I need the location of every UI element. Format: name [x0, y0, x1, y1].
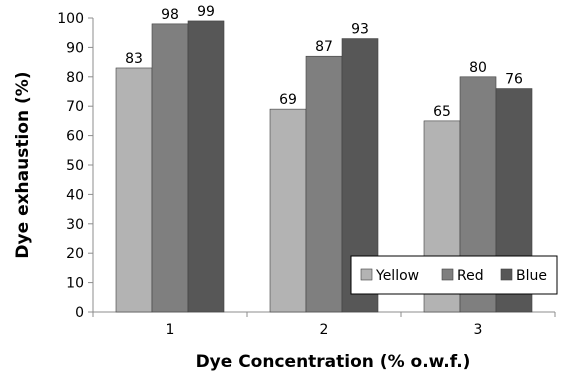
- legend-swatch-blue: [500, 268, 513, 281]
- data-label: 98: [161, 7, 179, 23]
- data-label: 69: [279, 92, 297, 108]
- bar-yellow-1: [115, 67, 153, 313]
- data-label: 65: [433, 104, 451, 120]
- x-tick-label: 2: [320, 322, 329, 338]
- legend: Yellow Red Blue: [350, 255, 558, 295]
- bar-yellow-2: [269, 108, 307, 313]
- y-tick-label: 0: [75, 305, 84, 321]
- data-labels: 83 98 99 69 87 93 65 80 76: [125, 4, 523, 120]
- bar-blue-1: [187, 20, 225, 313]
- y-tick-label: 30: [66, 217, 84, 233]
- y-axis: 0 10 20 30 40 50 60 70 80 90 100: [57, 11, 94, 321]
- bar-red-2: [305, 55, 343, 313]
- data-label: 87: [315, 39, 333, 55]
- y-tick-label: 50: [66, 158, 84, 174]
- data-label: 83: [125, 51, 143, 67]
- x-tick-label: 1: [166, 322, 175, 338]
- y-tick-label: 100: [57, 11, 84, 27]
- y-tick-label: 60: [66, 129, 84, 145]
- legend-swatch-red: [441, 268, 454, 281]
- y-tick-label: 40: [66, 187, 84, 203]
- bar-red-1: [151, 23, 189, 313]
- legend-label-red: Red: [457, 268, 484, 284]
- data-label: 99: [197, 4, 215, 20]
- legend-box: [350, 255, 558, 295]
- x-axis-title: Dye Concentration (% o.w.f.): [196, 352, 471, 372]
- data-label: 93: [351, 22, 369, 38]
- y-tick-label: 70: [66, 99, 84, 115]
- data-label: 76: [505, 72, 523, 88]
- x-axis: 1 2 3: [92, 311, 556, 338]
- data-label: 80: [469, 60, 487, 76]
- x-tick-label: 3: [474, 322, 483, 338]
- y-tick-label: 20: [66, 246, 84, 262]
- y-tick-label: 90: [66, 40, 84, 56]
- legend-swatch-yellow: [360, 268, 373, 281]
- legend-label-blue: Blue: [516, 268, 547, 284]
- legend-label-yellow: Yellow: [375, 268, 419, 284]
- y-tick-label: 80: [66, 70, 84, 86]
- y-axis-title: Dye exhaustion (%): [13, 71, 33, 258]
- y-tick-label: 10: [66, 276, 84, 292]
